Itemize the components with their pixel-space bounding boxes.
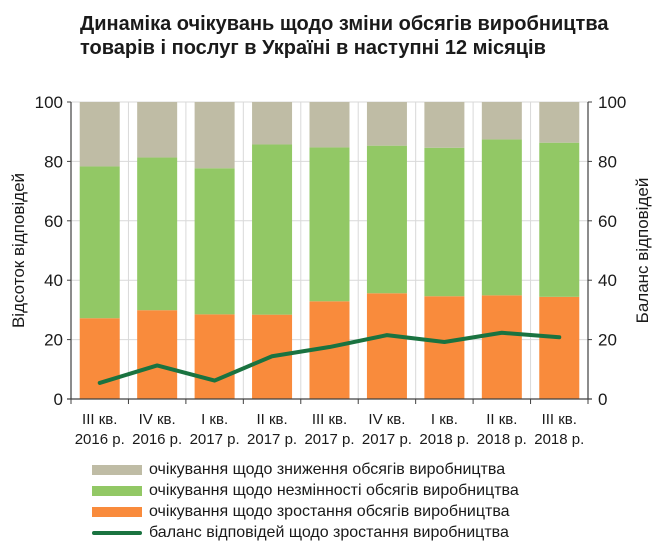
legend-item: баланс відповідей щодо зростання виробни… — [92, 522, 519, 543]
x-tick-label-year: 2016 р. — [75, 431, 125, 448]
x-tick-label-quarter: II кв. — [486, 411, 517, 428]
legend-label: очікування щодо незмінності обсягів виро… — [149, 481, 519, 499]
legend-color-swatch — [92, 485, 142, 496]
bar-segment-2-2 — [194, 102, 235, 169]
bar-segment-0-7 — [481, 295, 522, 399]
x-tick-label-year: 2018 р. — [477, 431, 527, 448]
legend-color-swatch — [92, 506, 142, 517]
x-tick-label-year: 2018 р. — [534, 431, 584, 448]
x-tick-label-quarter: III кв. — [542, 411, 577, 428]
x-tick-label-year: 2016 р. — [132, 431, 182, 448]
legend-item: очікування щодо незмінності обсягів виро… — [92, 480, 519, 501]
chart-title-line-2: товарів і послуг в Україні в наступні 12… — [80, 37, 546, 59]
bar-segment-2-5 — [366, 102, 407, 146]
x-tick-label-quarter: IV кв. — [139, 411, 176, 428]
bar-segment-1-4 — [309, 147, 350, 302]
y-tick-label-right: 100 — [598, 93, 626, 112]
y-tick-label-right: 20 — [598, 331, 617, 350]
y-tick-label-left: 0 — [54, 390, 63, 409]
y-tick-label-left: 60 — [44, 212, 63, 231]
bar-segment-1-6 — [424, 147, 465, 297]
bar-segment-0-6 — [424, 296, 465, 399]
bar-segment-1-0 — [79, 166, 120, 319]
x-tick-label-quarter: I кв. — [201, 411, 228, 428]
y-axis-title-left: Відсоток відповідей — [9, 173, 28, 328]
x-tick-label-year: 2017 р. — [304, 431, 354, 448]
legend-label: очікування щодо зростання обсягів виробн… — [149, 502, 510, 520]
legend-label: баланс відповідей щодо зростання виробни… — [149, 523, 509, 541]
bar-segment-1-2 — [194, 168, 235, 315]
x-tick-label-year: 2018 р. — [419, 431, 469, 448]
bar-segment-0-2 — [194, 314, 235, 399]
bar-segment-2-0 — [79, 102, 120, 167]
y-tick-label-right: 40 — [598, 271, 617, 290]
x-tick-label-quarter: I кв. — [431, 411, 458, 428]
x-tick-label-year: 2017 р. — [190, 431, 240, 448]
bar-segment-1-7 — [481, 139, 522, 296]
x-tick-label-year: 2017 р. — [362, 431, 412, 448]
bar-segment-2-3 — [252, 102, 293, 145]
chart-title: Динаміка очікувань щодо зміни обсягів ви… — [80, 12, 660, 60]
bar-segment-2-7 — [481, 102, 522, 140]
bar-segment-1-5 — [366, 145, 407, 294]
bar-segment-1-3 — [252, 144, 293, 315]
bar-segment-2-8 — [539, 102, 580, 143]
y-tick-label-left: 80 — [44, 152, 63, 171]
bar-segment-1-1 — [137, 157, 178, 311]
bar-segment-0-0 — [79, 318, 120, 399]
chart-title-line-1: Динаміка очікувань щодо зміни обсягів ви… — [80, 13, 609, 35]
y-tick-label-left: 40 — [44, 271, 63, 290]
x-tick-label-quarter: III кв. — [312, 411, 347, 428]
legend-item: очікування щодо зростання обсягів виробн… — [92, 501, 519, 522]
bar-segment-0-5 — [366, 293, 407, 399]
y-tick-label-right: 60 — [598, 212, 617, 231]
bar-segment-0-8 — [539, 296, 580, 399]
x-tick-label-quarter: II кв. — [256, 411, 287, 428]
x-tick-label-quarter: IV кв. — [368, 411, 405, 428]
y-tick-label-right: 0 — [598, 390, 607, 409]
bar-segment-0-1 — [137, 310, 178, 399]
legend: очікування щодо зниження обсягів виробни… — [92, 459, 519, 543]
x-tick-label-year: 2017 р. — [247, 431, 297, 448]
bar-segment-2-1 — [137, 102, 178, 158]
y-tick-label-left: 20 — [44, 331, 63, 350]
legend-item: очікування щодо зниження обсягів виробни… — [92, 459, 519, 480]
legend-label: очікування щодо зниження обсягів виробни… — [149, 460, 506, 478]
bar-segment-2-4 — [309, 102, 350, 148]
y-tick-label-right: 80 — [598, 152, 617, 171]
x-tick-label-quarter: III кв. — [82, 411, 117, 428]
bar-segment-2-6 — [424, 102, 465, 148]
bar-segment-1-8 — [539, 142, 580, 297]
legend-line-swatch — [92, 530, 142, 535]
y-tick-label-left: 100 — [35, 93, 63, 112]
legend-color-swatch — [92, 464, 142, 475]
y-axis-title-right: Баланс відповідей — [633, 178, 652, 324]
